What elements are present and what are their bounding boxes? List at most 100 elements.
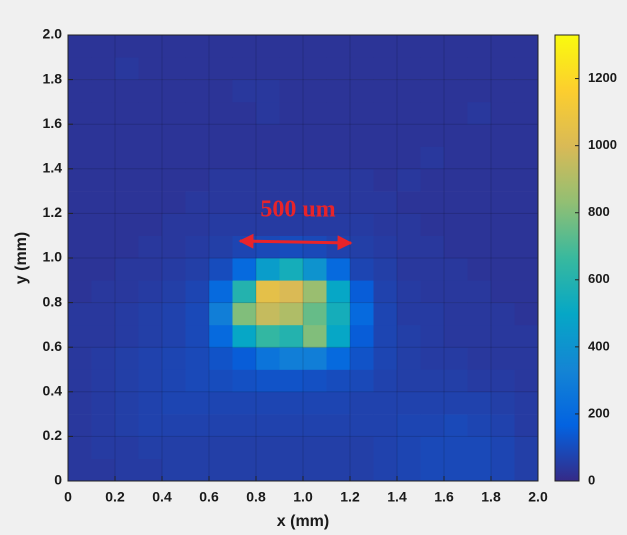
- heat-cell: [444, 258, 468, 281]
- heat-cell: [350, 280, 374, 303]
- heat-cell: [209, 35, 233, 58]
- heat-cell: [138, 191, 163, 214]
- heat-cell: [115, 258, 139, 281]
- heat-cell: [115, 414, 139, 437]
- heat-cell: [279, 146, 304, 170]
- heat-cell: [373, 458, 398, 482]
- heat-cell: [373, 369, 398, 393]
- heat-cell: [397, 258, 421, 281]
- heat-cell: [162, 369, 186, 393]
- heat-cell: [68, 213, 92, 236]
- heat-cell: [209, 436, 233, 459]
- heat-cell: [491, 213, 515, 236]
- heat-cell: [162, 191, 186, 214]
- heat-cell: [326, 280, 351, 303]
- heat-cell: [162, 57, 186, 80]
- heat-cell: [91, 235, 116, 259]
- heat-cell: [232, 124, 257, 147]
- heat-cell: [162, 168, 186, 192]
- heat-cell: [397, 369, 421, 393]
- heat-cell: [303, 258, 327, 281]
- heat-cell: [209, 280, 233, 303]
- heat-cell: [162, 280, 186, 303]
- heat-cell: [420, 280, 445, 303]
- heat-cell: [444, 57, 468, 80]
- heat-cell: [209, 458, 233, 482]
- colorbar-tick-label: 800: [588, 204, 610, 219]
- heat-cell: [185, 146, 210, 170]
- heat-cell: [397, 302, 421, 326]
- heat-cell: [420, 302, 445, 326]
- heat-cell: [350, 369, 374, 393]
- heat-cell: [514, 79, 539, 103]
- heat-cell: [256, 369, 280, 393]
- heat-cell: [209, 146, 233, 170]
- heat-cell: [326, 436, 351, 459]
- heat-cell: [185, 302, 210, 326]
- heat-cell: [185, 458, 210, 482]
- heat-cell: [514, 302, 539, 326]
- heat-cell: [91, 146, 116, 170]
- heat-cell: [303, 280, 327, 303]
- heat-cell: [209, 168, 233, 192]
- heat-cell: [420, 124, 445, 147]
- heat-cell: [326, 302, 351, 326]
- heat-cell: [138, 324, 163, 348]
- heat-cell: [420, 369, 445, 393]
- heat-cell: [232, 324, 257, 348]
- heat-cell: [444, 391, 468, 415]
- heat-cell: [232, 168, 257, 192]
- heat-cell: [68, 79, 92, 103]
- heat-cell: [350, 57, 374, 80]
- heat-cell: [373, 414, 398, 437]
- heat-cell: [303, 79, 327, 103]
- x-tick-label: 1.0: [293, 489, 313, 505]
- heat-cell: [162, 235, 186, 259]
- heat-cell: [279, 124, 304, 147]
- heat-cell: [514, 414, 539, 437]
- heat-cell: [279, 168, 304, 192]
- heat-cell: [350, 168, 374, 192]
- heat-cell: [232, 458, 257, 482]
- heat-cell: [138, 168, 163, 192]
- colorbar-tick-label: 600: [588, 271, 610, 286]
- heat-cell: [303, 168, 327, 192]
- heat-cell: [326, 458, 351, 482]
- heat-cell: [444, 168, 468, 192]
- heat-cell: [514, 436, 539, 459]
- heat-cell: [491, 347, 515, 370]
- heat-cell: [444, 191, 468, 214]
- heat-cell: [91, 391, 116, 415]
- heat-cell: [444, 347, 468, 370]
- heat-cell: [68, 57, 92, 80]
- heat-cell: [91, 168, 116, 192]
- heat-cell: [420, 414, 445, 437]
- heat-cell: [256, 391, 280, 415]
- heat-cell: [91, 101, 116, 125]
- heat-cell: [491, 369, 515, 393]
- heat-cell: [373, 79, 398, 103]
- heat-cell: [420, 458, 445, 482]
- heat-cell: [420, 347, 445, 370]
- heat-cell: [514, 168, 539, 192]
- heat-cell: [185, 436, 210, 459]
- heat-cell: [444, 324, 468, 348]
- heat-cell: [279, 436, 304, 459]
- heat-cell: [256, 324, 280, 348]
- heat-cell: [256, 258, 280, 281]
- heat-cell: [444, 235, 468, 259]
- heat-cell: [115, 124, 139, 147]
- heat-cell: [115, 79, 139, 103]
- heat-cell: [326, 369, 351, 393]
- heat-cell: [420, 235, 445, 259]
- heat-cell: [162, 391, 186, 415]
- y-tick-label: 0.8: [43, 293, 63, 309]
- heat-cell: [326, 347, 351, 370]
- heat-cell: [162, 79, 186, 103]
- heat-cell: [232, 369, 257, 393]
- heat-cell: [91, 124, 116, 147]
- heat-cell: [514, 146, 539, 170]
- heat-cell: [185, 57, 210, 80]
- heat-cell: [303, 391, 327, 415]
- heat-cell: [326, 57, 351, 80]
